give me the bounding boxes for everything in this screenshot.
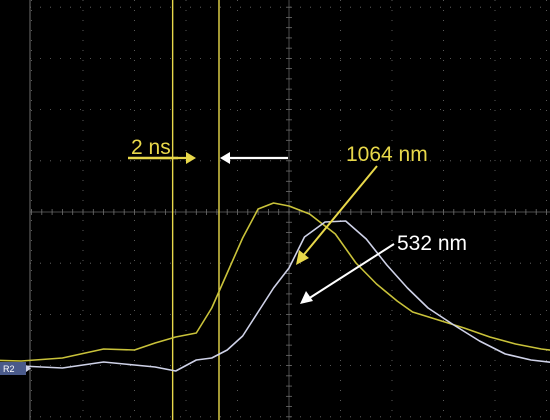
reference-marker-r2: R2	[0, 362, 31, 375]
annotation-532nm-label: 532 nm	[397, 232, 467, 255]
time-cursors	[171, 0, 220, 420]
arrow-1064nm-head	[296, 250, 309, 265]
arrow-1064nm-shaft	[301, 165, 378, 258]
annotation-2ns-label: 2 ns	[131, 136, 171, 159]
arrow-2ns-right-head	[220, 152, 230, 164]
arrow-2ns-left-head	[186, 152, 196, 164]
arrow-532nm-shaft	[307, 243, 395, 300]
annotations: 2 ns 1064 nm 532 nm	[128, 136, 467, 304]
arrow-532nm-head	[300, 291, 313, 304]
reference-marker-arrow-icon	[26, 365, 31, 372]
reference-marker-label: R2	[3, 364, 15, 374]
annotation-1064nm-label: 1064 nm	[346, 143, 428, 166]
graticule	[29, 0, 550, 420]
